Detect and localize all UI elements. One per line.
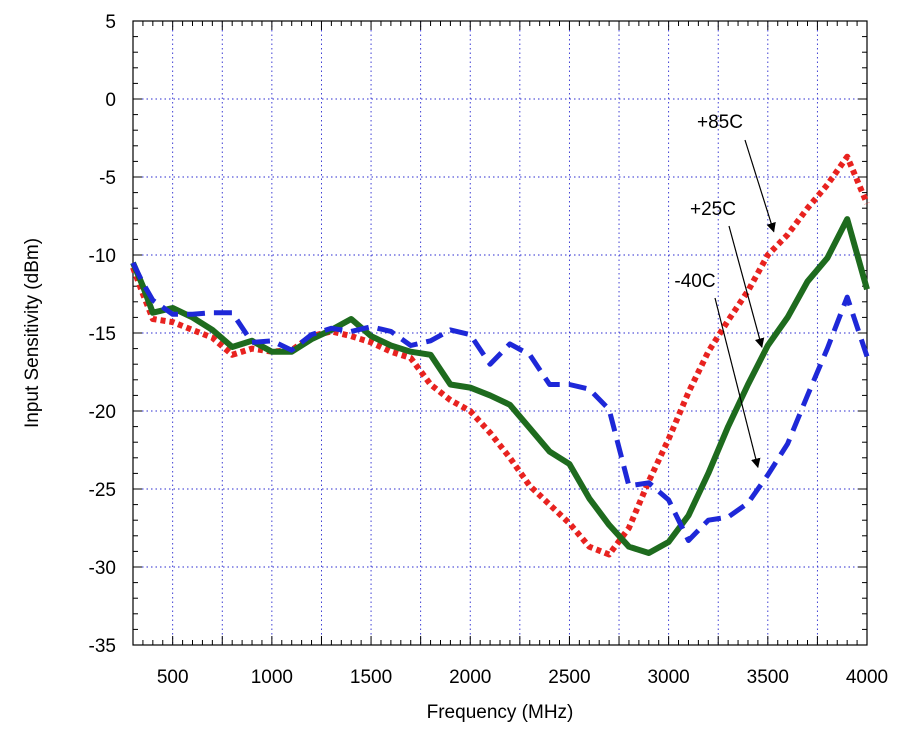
axis-ticks: 500 1000 1500 2000 2500 3000 3500 4000 -35 -30 -25… xyxy=(89,12,889,688)
y-tick-label: 5 xyxy=(105,12,116,33)
series-label: -40C xyxy=(674,271,715,292)
series-label: +25C xyxy=(690,199,736,220)
series-lines xyxy=(130,153,870,558)
grid xyxy=(133,21,867,645)
annotations: +85C +25C -40C xyxy=(674,112,776,469)
x-tick-label: 1000 xyxy=(251,667,293,688)
y-tick-label: -20 xyxy=(89,402,116,423)
annotation-arrow xyxy=(728,225,765,348)
y-tick-label: 0 xyxy=(105,90,116,111)
series-line-25c xyxy=(130,216,870,556)
x-tick-label: 3500 xyxy=(747,667,789,688)
x-tick-label: 1500 xyxy=(350,667,392,688)
y-axis-title: Input Sensitivity (dBm) xyxy=(22,238,43,428)
x-tick-label: 500 xyxy=(157,667,189,688)
y-tick-label: -15 xyxy=(89,324,116,345)
x-axis-title: Frequency (MHz) xyxy=(427,702,574,723)
series-label: +85C xyxy=(697,112,743,133)
y-tick-label: -25 xyxy=(89,480,116,501)
x-tick-label: 2500 xyxy=(548,667,590,688)
y-tick-label: -30 xyxy=(89,558,116,579)
y-tick-label: -10 xyxy=(89,246,116,267)
x-tick-label: 2000 xyxy=(449,667,491,688)
annotation-arrow xyxy=(714,297,761,469)
x-tick-label: 3000 xyxy=(647,667,689,688)
y-tick-label: -35 xyxy=(89,636,116,657)
series-line-85c xyxy=(130,153,870,558)
y-tick-label: -5 xyxy=(99,168,116,189)
series-line-40c xyxy=(130,261,870,543)
annotation-arrow xyxy=(744,139,776,233)
x-tick-label: 4000 xyxy=(846,667,888,688)
